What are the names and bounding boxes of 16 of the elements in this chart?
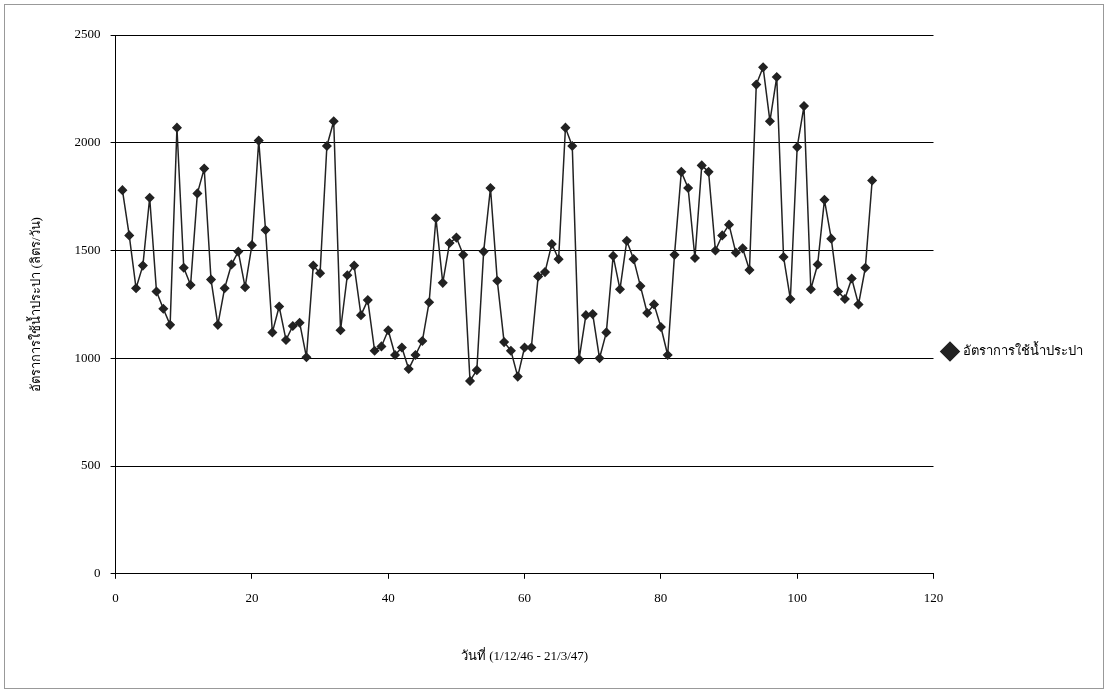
- x-tick-label: 60: [518, 590, 532, 606]
- y-tick-label: 2500: [74, 26, 101, 42]
- y-tick-label: 0: [94, 565, 101, 581]
- x-axis-title: วันที่ (1/12/46 - 21/3/47): [460, 646, 589, 663]
- y-axis-title: อัตราการใช้น้ำประปา (ลิตร/วัน): [26, 217, 44, 392]
- y-tick-label: 500: [81, 457, 101, 473]
- x-tick-label: 100: [787, 590, 807, 606]
- legend-label: อัตราการใช้น้ำประปา: [963, 340, 1083, 358]
- x-tick-label: 80: [654, 590, 668, 606]
- x-tick-label: 120: [923, 590, 944, 606]
- y-tick-label: 1000: [74, 349, 101, 365]
- x-tick-label: 0: [112, 590, 119, 606]
- x-tick-label: 20: [245, 590, 259, 606]
- y-tick-label: 1500: [74, 241, 101, 257]
- y-tick-label: 2000: [74, 134, 101, 150]
- x-tick-label: 40: [381, 590, 395, 606]
